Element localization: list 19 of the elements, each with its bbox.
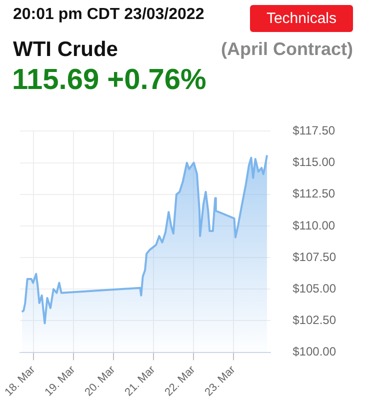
y-tick-label: $110.00	[292, 218, 336, 232]
x-tick-label: 23. Mar	[202, 364, 238, 399]
y-tick-label: $117.50	[292, 124, 336, 138]
x-tick-label: 21. Mar	[122, 364, 158, 399]
text: 20:01 pm CDT 23/03/2022	[13, 6, 204, 24]
x-tick-label: 19. Mar	[42, 364, 78, 399]
y-tick-label: $105.00	[292, 281, 336, 296]
y-tick-label: $112.50	[292, 186, 336, 201]
x-tick-label: 20. Mar	[82, 364, 118, 399]
x-tick-label: 22. Mar	[162, 364, 198, 399]
y-tick-label: $100.00	[292, 344, 336, 359]
y-tick-label: $115.00	[292, 155, 336, 170]
y-tick-label: $107.50	[292, 250, 336, 264]
chart-title: WTI Crude	[13, 38, 118, 62]
x-tick-label: 18. Mar	[2, 364, 38, 399]
text: 115.69 +0.76%	[12, 64, 206, 97]
y-tick-label: $102.50	[292, 313, 336, 328]
chart-subtitle: (April Contract)	[221, 39, 353, 60]
text: Technicals	[250, 5, 353, 32]
